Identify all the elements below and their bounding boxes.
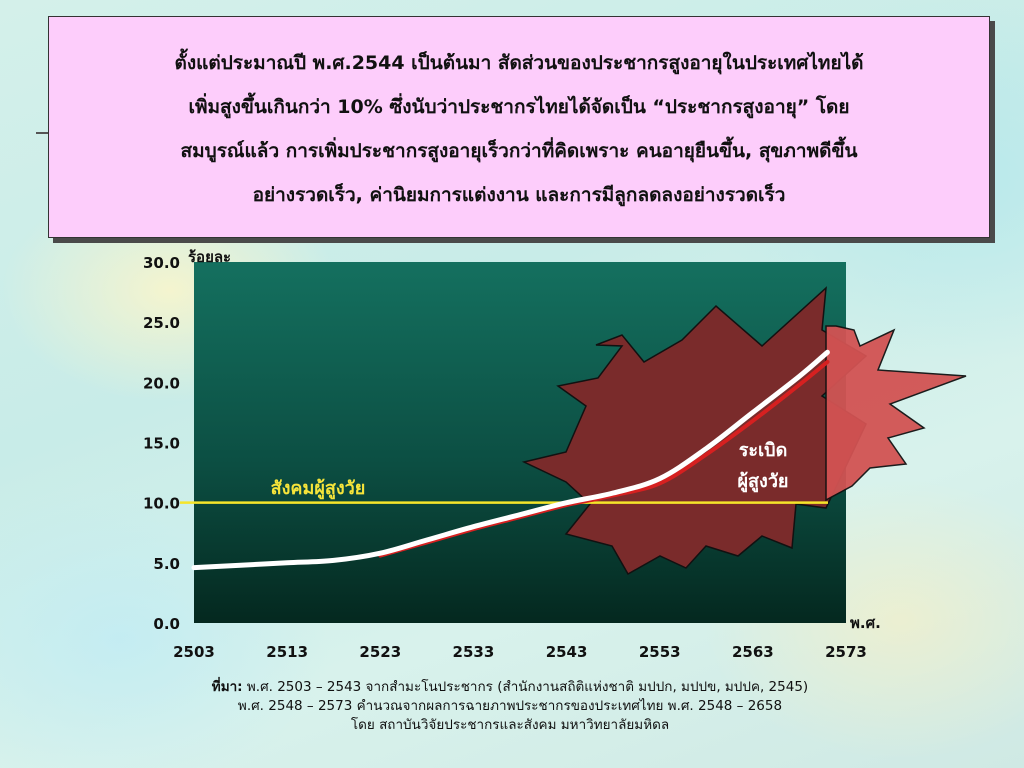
- x-tick-label: 2523: [359, 643, 401, 661]
- x-tick-label: 2533: [453, 643, 495, 661]
- intro-line: สมบูรณ์แล้ว การเพิ่มประชากรสูงอายุเร็วกว…: [180, 140, 858, 162]
- y-axis-label: ร้อยละ: [188, 248, 231, 266]
- source-label: ที่มา:: [211, 679, 243, 695]
- intro-line: เพิ่มสูงขึ้นเกินกว่า 10% ซึ่งนับว่าประชา…: [188, 96, 850, 118]
- x-tick-label: 2513: [266, 643, 308, 661]
- y-tick-label: 5.0: [153, 555, 180, 573]
- decorative-line: [36, 132, 48, 134]
- y-tick-label: 30.0: [143, 254, 180, 272]
- source-line-1: พ.ศ. 2503 – 2543 จากสำมะโนประชากร (สำนัก…: [246, 679, 809, 695]
- burst-label-line2: ผู้สูงวัย: [738, 471, 789, 493]
- x-tick-label: 2573: [825, 643, 867, 661]
- y-tick-label: 0.0: [153, 615, 180, 633]
- burst-label-line1: ระเบิด: [739, 440, 788, 461]
- x-tick-label: 2553: [639, 643, 681, 661]
- x-axis-label: พ.ศ.: [850, 614, 881, 632]
- x-tick-label: 2563: [732, 643, 774, 661]
- intro-line: อย่างรวดเร็ว, ค่านิยมการแต่งงาน และการมี…: [252, 184, 786, 206]
- intro-line: ตั้งแต่ประมาณปี พ.ศ.2544 เป็นต้นมา สัดส่…: [174, 52, 864, 74]
- x-tick-label: 2503: [173, 643, 215, 661]
- source-note: ที่มา: พ.ศ. 2503 – 2543 จากสำมะโนประชากร…: [100, 678, 920, 735]
- source-line-2: พ.ศ. 2548 – 2573 คำนวณจากผลการฉายภาพประช…: [237, 698, 783, 714]
- intro-text-box: ตั้งแต่ประมาณปี พ.ศ.2544 เป็นต้นมา สัดส่…: [48, 16, 990, 238]
- y-tick-label: 20.0: [143, 374, 180, 392]
- source-line-3: โดย สถาบันวิจัยประชากรและสังคม มหาวิทยาล…: [350, 717, 670, 733]
- series-line-white: [191, 349, 830, 571]
- y-tick-label: 25.0: [143, 314, 180, 332]
- y-tick-label: 10.0: [143, 495, 180, 513]
- reference-line-label: สังคมผู้สูงวัย: [271, 478, 366, 500]
- y-tick-label: 15.0: [143, 435, 180, 453]
- x-tick-label: 2543: [546, 643, 588, 661]
- burst-shape-front: [825, 325, 967, 502]
